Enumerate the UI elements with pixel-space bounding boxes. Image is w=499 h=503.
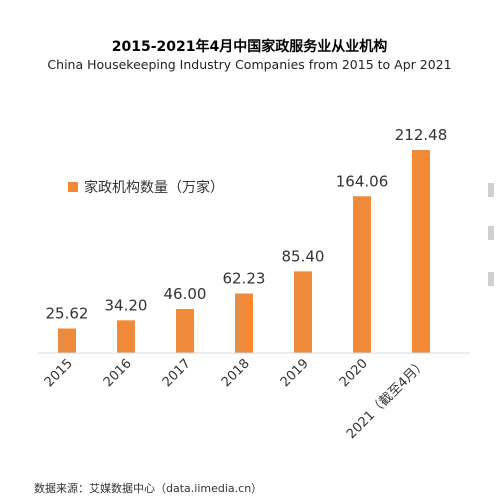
data-labels: 25.62 34.20 46.00 62.23 85.40 164.06 212.48: [46, 126, 448, 323]
bar-2016: [117, 320, 135, 353]
bar-chart: 家政机构数量（万家） 25.62 34.20 46.00 62.23 85.40 164.…: [38, 126, 470, 442]
legend: 家政机构数量（万家）: [68, 179, 224, 196]
data-label-2015: 25.62: [46, 305, 89, 323]
data-label-2017: 46.00: [164, 285, 207, 303]
legend-label: 家政机构数量（万家）: [84, 179, 224, 196]
x-tick-label-2017: 2017: [160, 356, 194, 390]
bar-2018: [235, 293, 253, 353]
bar-2020: [353, 196, 371, 353]
chart-title: 2015-2021年4月中国家政服务业从业机构: [111, 39, 388, 55]
bar-2017: [176, 309, 194, 353]
x-tick-label-2020: 2020: [337, 356, 371, 390]
data-label-2021（截至4月）: 212.48: [395, 126, 448, 144]
source-note: 数据来源：艾媒数据中心（data.iimedia.cn）: [34, 482, 263, 495]
bar-2021（截至4月）: [412, 150, 430, 353]
edge-mark: [488, 226, 494, 240]
x-tick-label-2019: 2019: [278, 356, 312, 390]
edge-mark: [488, 183, 494, 197]
bar-2015: [58, 328, 76, 353]
legend-swatch: [68, 182, 78, 192]
bars: [58, 150, 430, 353]
data-label-2016: 34.20: [105, 296, 148, 314]
bar-2019: [294, 271, 312, 353]
x-tick-label-2015: 2015: [42, 356, 76, 390]
data-label-2018: 62.23: [223, 270, 266, 288]
edge-mark: [488, 272, 494, 286]
chart-subtitle: China Housekeeping Industry Companies fr…: [47, 57, 452, 72]
data-label-2019: 85.40: [282, 247, 325, 265]
x-tick-label-2016: 2016: [101, 356, 135, 390]
data-label-2020: 164.06: [336, 172, 389, 190]
x-tick-label-2018: 2018: [219, 356, 253, 390]
